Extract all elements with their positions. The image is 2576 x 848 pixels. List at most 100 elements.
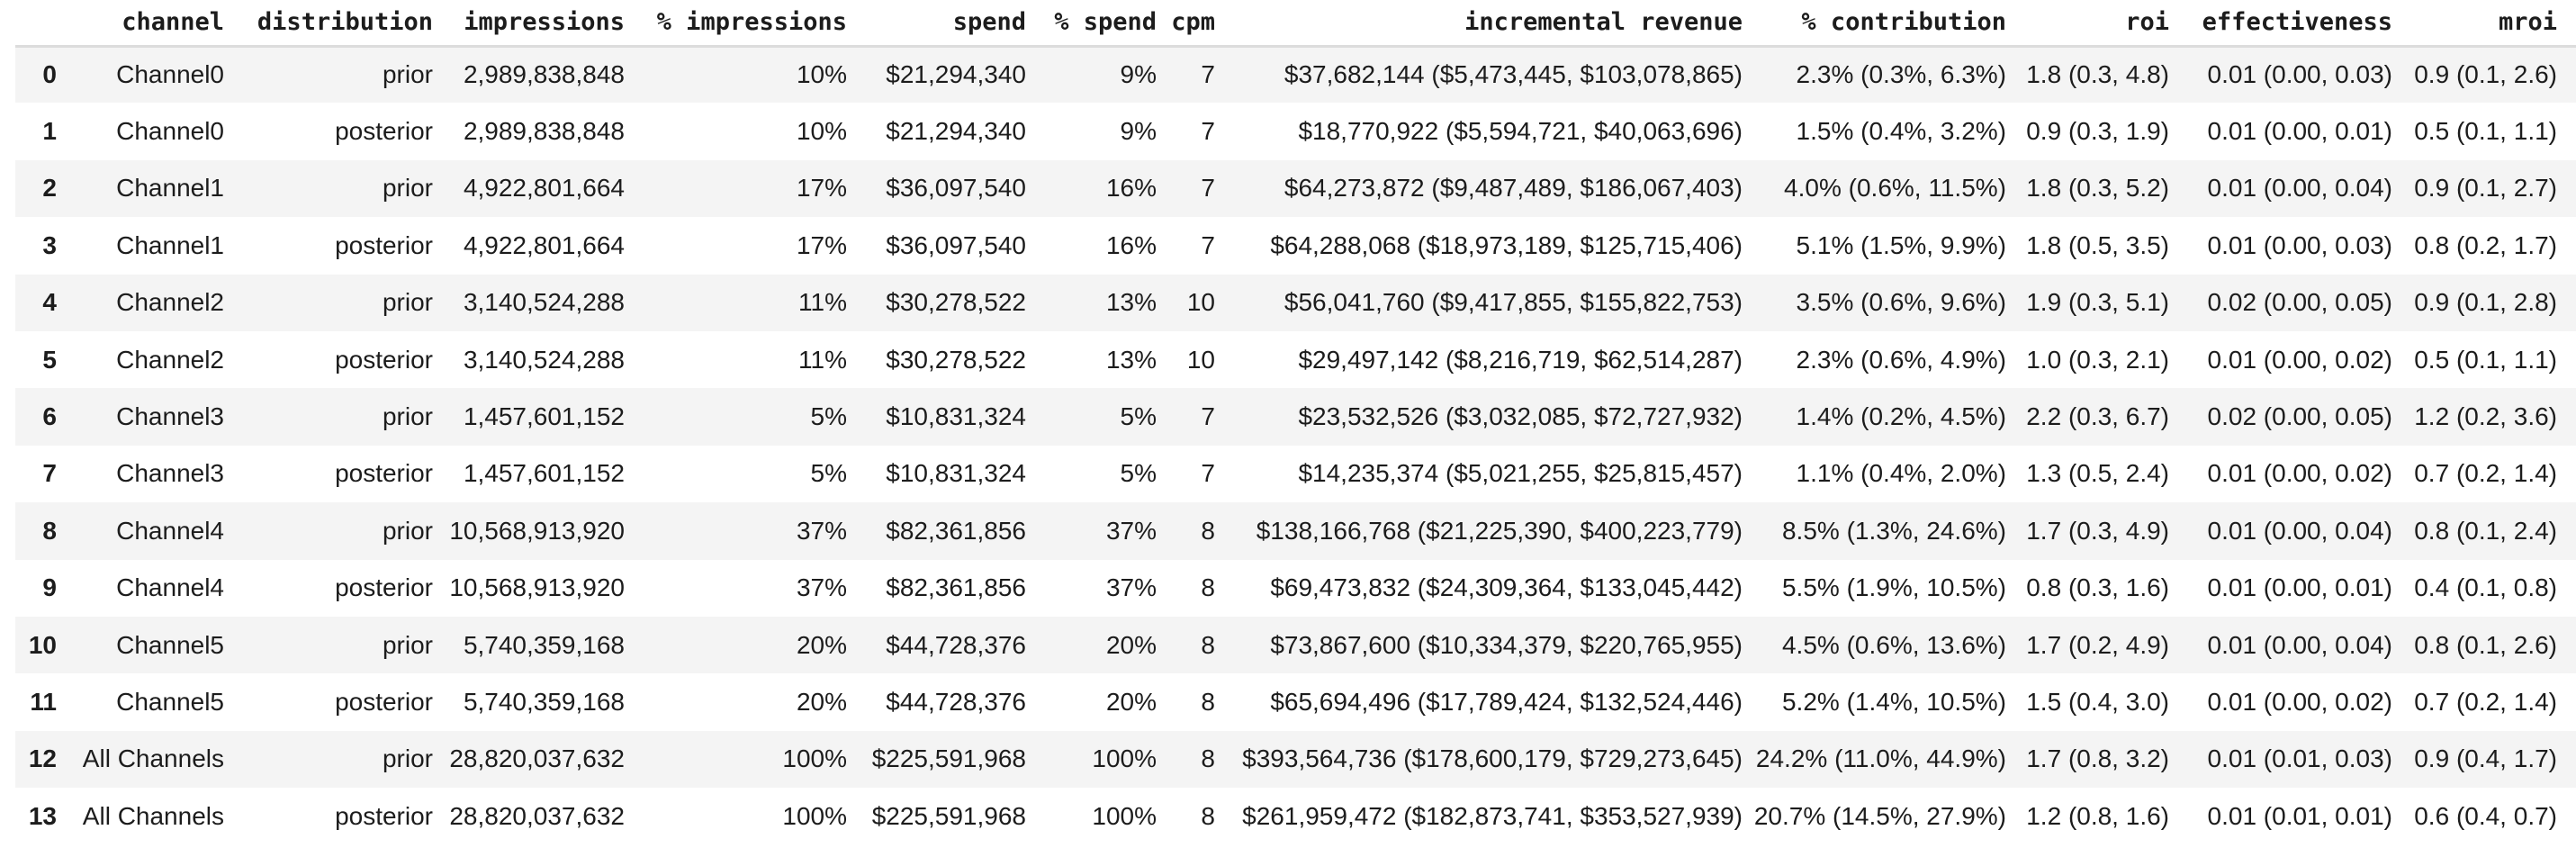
cell-pct-contribution: 5.2% (1.4%, 10.5%) (1781, 687, 2006, 716)
column-header-spend: spend (847, 0, 1026, 48)
cell-effectiveness: 0.01 (0.00, 0.03) (2207, 60, 2392, 89)
row-spacer (2557, 788, 2576, 844)
cell-cpm: 8 (1201, 630, 1215, 659)
cell-spend: $21,294,340 (886, 117, 1026, 146)
cell-impressions: 3,140,524,288 (463, 345, 625, 374)
table-row: 4 Channel2 prior 3,140,524,288 11% $30,278,52… (15, 274, 2576, 331)
cell-pct-contribution: 8.5% (1.3%, 24.6%) (1781, 516, 2006, 545)
cell-cpm: 7 (1201, 174, 1215, 203)
cell-index: 7 (42, 459, 57, 488)
cell-impressions: 4,922,801,664 (463, 230, 625, 259)
cell-cpm: 7 (1201, 117, 1215, 146)
summary-table-container: channel distribution impressions% impressi… (15, 0, 2576, 845)
cell-spend: $30,278,522 (886, 288, 1026, 317)
cell-channel: Channel0 (116, 60, 224, 89)
cell-pct-contribution: 24.2% (11.0%, 44.9%) (1755, 744, 2006, 773)
cell-impressions: 10,568,913,920 (449, 516, 625, 545)
cell-pct-contribution: 2.3% (0.6%, 4.9%) (1796, 345, 2006, 374)
cell-incremental-revenue: $64,288,068 ($18,973,189, $125,715,406) (1270, 230, 1743, 259)
cell-pct-impressions: 17% (796, 174, 847, 203)
cell-pct-contribution: 1.1% (0.4%, 2.0%) (1796, 459, 2006, 488)
cell-distribution: posterior (335, 687, 433, 716)
cell-roi: 1.7 (0.8, 3.2) (2026, 744, 2169, 773)
cell-effectiveness: 0.01 (0.00, 0.04) (2207, 174, 2392, 203)
column-header-cpm: cpm (1157, 0, 1215, 48)
cell-pct-impressions: 11% (798, 345, 847, 374)
cell-pct-impressions: 20% (796, 630, 847, 659)
cell-mroi: 0.7 (0.2, 1.4) (2414, 687, 2557, 716)
cell-spend: $10,831,324 (886, 459, 1026, 488)
cell-pct-impressions: 100% (782, 744, 847, 773)
cell-channel: Channel2 (116, 288, 224, 317)
header-row: channel distribution impressions% impressi… (15, 0, 2576, 48)
cell-channel: Channel3 (116, 402, 224, 431)
cell-pct-contribution: 4.0% (0.6%, 11.5%) (1784, 174, 2006, 203)
column-header-roi: roi (2006, 0, 2169, 48)
table-row: 10 Channel5 prior 5,740,359,168 20% $44,728,3… (15, 616, 2576, 674)
cell-incremental-revenue: $56,041,760 ($9,417,855, $155,822,753) (1283, 288, 1743, 317)
cell-pct-spend: 5% (1120, 459, 1157, 488)
row-spacer (2557, 217, 2576, 274)
cell-cpm: 8 (1201, 573, 1215, 602)
cell-mroi: 0.6 (0.4, 0.7) (2414, 801, 2557, 830)
cell-cpm: 8 (1201, 687, 1215, 716)
cell-impressions: 5,740,359,168 (463, 687, 625, 716)
cell-roi: 1.8 (0.5, 3.5) (2026, 230, 2169, 259)
cell-pct-contribution: 1.5% (0.4%, 3.2%) (1796, 117, 2006, 146)
cell-pct-spend: 37% (1105, 516, 1157, 545)
cell-channel: Channel5 (116, 630, 224, 659)
cell-index: 11 (30, 687, 57, 716)
cell-impressions: 10,568,913,920 (449, 573, 625, 602)
cell-channel: Channel1 (116, 174, 224, 203)
row-spacer (2557, 502, 2576, 559)
cell-channel: Channel5 (116, 687, 224, 716)
cell-pct-spend: 20% (1105, 687, 1157, 716)
cell-roi: 0.8 (0.3, 1.6) (2026, 573, 2169, 602)
row-spacer (2557, 388, 2576, 445)
table-row: 3 Channel1 posterior 4,922,801,664 17% $36,09… (15, 217, 2576, 275)
cell-cpm: 10 (1186, 345, 1215, 374)
cell-roi: 1.3 (0.5, 2.4) (2026, 459, 2169, 488)
cell-pct-impressions: 5% (810, 402, 847, 431)
table-row: 6 Channel3 prior 1,457,601,152 5% $10,831,324… (15, 388, 2576, 446)
summary-table: channel distribution impressions% impressi… (15, 0, 2576, 845)
column-header-index (15, 0, 57, 48)
cell-distribution: posterior (335, 345, 433, 374)
cell-mroi: 0.5 (0.1, 1.1) (2414, 117, 2557, 146)
column-header-pct-impressions: % impressions (625, 0, 847, 48)
cell-pct-spend: 20% (1105, 630, 1157, 659)
cell-incremental-revenue: $23,532,526 ($3,032,085, $72,727,932) (1298, 402, 1743, 431)
cell-cpm: 7 (1201, 60, 1215, 89)
cell-effectiveness: 0.02 (0.00, 0.05) (2207, 288, 2392, 317)
cell-pct-contribution: 2.3% (0.3%, 6.3%) (1796, 60, 2006, 89)
cell-effectiveness: 0.01 (0.00, 0.04) (2207, 516, 2392, 545)
cell-spend: $36,097,540 (886, 230, 1026, 259)
cell-spend: $44,728,376 (886, 630, 1026, 659)
table-row: 8 Channel4 prior 10,568,913,920 37% $82,361,8… (15, 502, 2576, 560)
cell-index: 9 (42, 573, 57, 602)
cell-channel: Channel2 (116, 345, 224, 374)
table-row: 12 All Channels prior 28,820,037,632 100% $22… (15, 730, 2576, 789)
cell-roi: 1.8 (0.3, 4.8) (2026, 60, 2169, 89)
cell-distribution: prior (382, 288, 433, 317)
cell-pct-spend: 9% (1120, 117, 1157, 146)
cell-roi: 1.5 (0.4, 3.0) (2026, 687, 2169, 716)
row-spacer (2557, 160, 2576, 217)
cell-channel: Channel4 (116, 573, 224, 602)
cell-incremental-revenue: $14,235,374 ($5,021,255, $25,815,457) (1298, 459, 1743, 488)
cell-distribution: posterior (335, 230, 433, 259)
cell-roi: 1.7 (0.2, 4.9) (2026, 630, 2169, 659)
cell-pct-impressions: 10% (796, 60, 847, 89)
column-header-effectiveness: effectiveness (2169, 0, 2392, 48)
cell-roi: 1.9 (0.3, 5.1) (2026, 288, 2169, 317)
column-header-channel: channel (57, 0, 224, 48)
cell-impressions: 1,457,601,152 (463, 459, 625, 488)
cell-distribution: prior (382, 744, 433, 773)
cell-effectiveness: 0.01 (0.00, 0.03) (2207, 230, 2392, 259)
table-row: 0 Channel0 prior 2,989,838,848 10% $21,294,34… (15, 46, 2576, 104)
table-row: 5 Channel2 posterior 3,140,524,288 11% $30,27… (15, 330, 2576, 389)
cell-pct-spend: 100% (1092, 801, 1157, 830)
cell-index: 1 (42, 117, 57, 146)
cell-impressions: 1,457,601,152 (463, 402, 625, 431)
cell-incremental-revenue: $29,497,142 ($8,216,719, $62,514,287) (1298, 345, 1743, 374)
